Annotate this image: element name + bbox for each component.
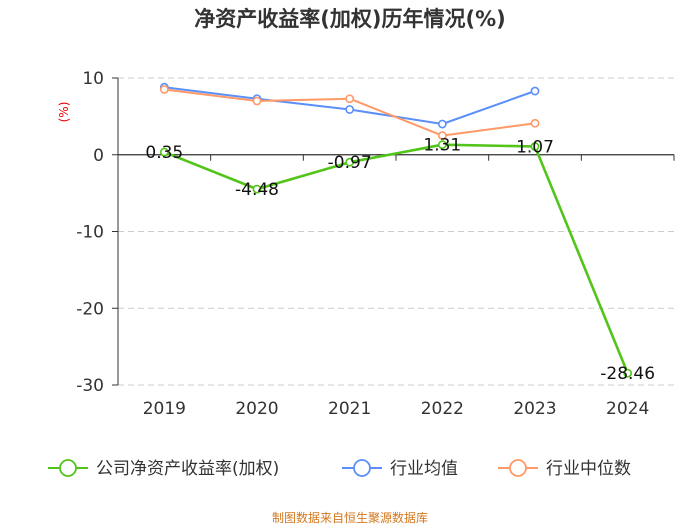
series-point-2	[437, 131, 447, 140]
x-tick-label: 2019	[143, 399, 186, 419]
series-point-1	[345, 105, 355, 114]
series-group	[159, 82, 633, 378]
gridlines	[118, 77, 674, 386]
data-label: 0.35	[145, 143, 183, 163]
y-tick-label: -20	[76, 299, 104, 319]
series-point-1	[437, 119, 447, 129]
x-tick-label: 2024	[606, 399, 649, 419]
legend[interactable]: 公司净资产收益率(加权) 行业均值 行业中位数	[48, 459, 631, 479]
legend-marker	[353, 459, 371, 477]
series-line-0	[163, 143, 629, 374]
data-label: -4.48	[235, 180, 279, 200]
legend-marker	[509, 459, 527, 477]
series-point-0	[437, 140, 447, 150]
legend-label: 公司净资产收益率(加权)	[96, 459, 279, 479]
y-axis-unit: (%)	[57, 102, 71, 123]
series-point-0	[252, 184, 262, 194]
series-point-2	[159, 85, 169, 94]
legend-item-2[interactable]: 行业中位数	[498, 459, 631, 479]
x-tick-label: 2023	[513, 399, 556, 419]
legend-label: 行业均值	[390, 459, 458, 479]
y-tick-label: 10	[82, 69, 104, 89]
x-tick-label: 2021	[328, 399, 371, 419]
chart-title: 净资产收益率(加权)历年情况(%)	[194, 7, 505, 31]
legend-item-1[interactable]: 行业均值	[342, 459, 458, 479]
y-tick-label: -30	[76, 376, 104, 396]
legend-item-0[interactable]: 公司净资产收益率(加权)	[48, 459, 279, 479]
series-point-2	[530, 118, 540, 128]
series-point-0	[345, 157, 355, 167]
data-labels: 0.35 -4.48 -0.97 1.31 1.07 -28.46	[145, 136, 655, 384]
x-tick-label: 2022	[421, 399, 464, 419]
source-note: 制图数据来自恒生聚源数据库	[272, 510, 428, 525]
x-tick-labels: 2019 2020 2021 2022 2023 2024	[143, 399, 650, 419]
legend-marker	[59, 459, 77, 477]
data-label: 1.07	[516, 138, 554, 158]
series-point-0	[159, 147, 169, 157]
data-label: 1.31	[423, 136, 461, 156]
y-tick-label: 0	[93, 146, 104, 166]
y-tick-label: -10	[76, 223, 104, 243]
data-label: -28.46	[600, 364, 655, 384]
x-tick-label: 2020	[235, 399, 278, 419]
series-point-2	[345, 94, 355, 104]
series-point-1	[530, 86, 540, 96]
y-tick-labels: 10 0 -10 -20 -30	[76, 69, 104, 396]
series-point-2	[252, 96, 262, 106]
data-label: -0.97	[328, 153, 372, 173]
series-point-0	[623, 368, 633, 378]
series-point-0	[530, 142, 540, 151]
legend-label: 行业中位数	[546, 459, 631, 479]
